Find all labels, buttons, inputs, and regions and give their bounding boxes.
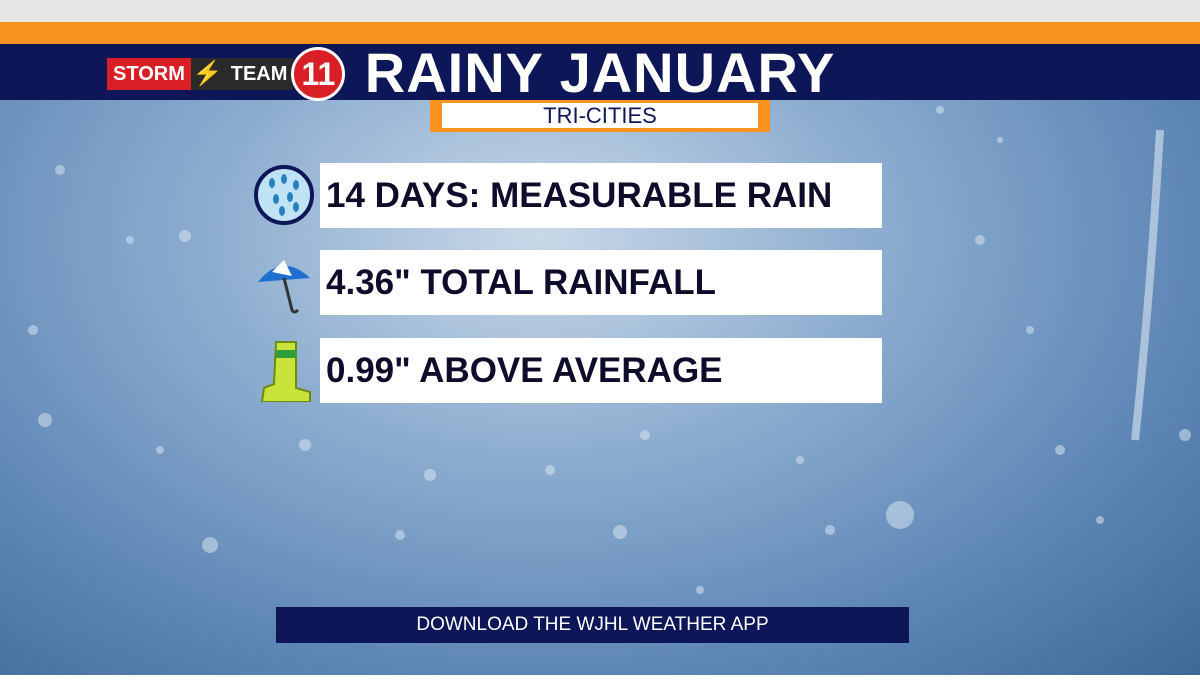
title: RAINY JANUARY xyxy=(364,41,836,104)
stat-item: 0.99" ABOVE AVERAGE xyxy=(320,338,882,403)
subtitle: TRI-CITIES xyxy=(442,103,758,128)
logo-number: 11 xyxy=(291,47,346,101)
subtitle-box: TRI-CITIES xyxy=(430,100,770,132)
stat-item: 14 DAYS: MEASURABLE RAIN xyxy=(320,163,882,228)
stat-item: 4.36" TOTAL RAINFALL xyxy=(320,250,882,315)
boots-icon xyxy=(260,341,311,402)
logo-team: TEAM xyxy=(224,58,294,90)
logo-storm: STORM xyxy=(107,58,191,90)
station-logo: STORM ⚡ TEAM 11 xyxy=(107,47,346,101)
logo-bolt: ⚡ xyxy=(190,58,225,90)
umbrella-icon xyxy=(258,260,310,314)
rain-icon xyxy=(254,165,314,225)
top-band xyxy=(0,0,1200,22)
orange-band xyxy=(0,22,1200,44)
footer-banner: DOWNLOAD THE WJHL WEATHER APP xyxy=(276,607,909,643)
